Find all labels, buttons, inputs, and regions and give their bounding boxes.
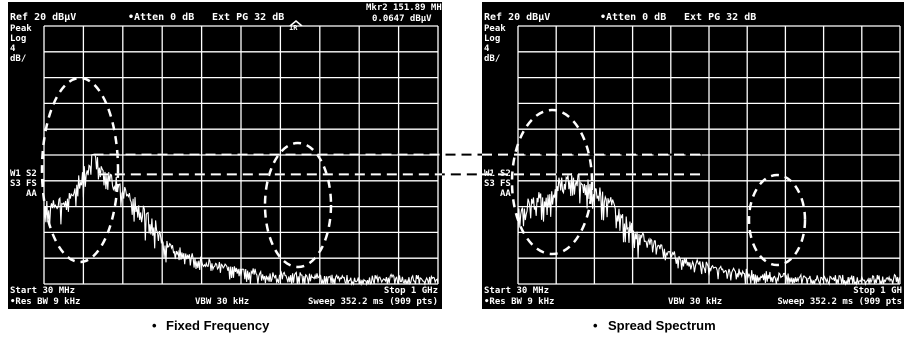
trace-line	[517, 173, 901, 286]
spectrum-trace	[43, 154, 439, 287]
video-bandwidth: VBW 30 kHz	[195, 297, 249, 307]
scale-value-label: 4	[484, 44, 490, 54]
scale-unit-label: dB/	[10, 54, 26, 64]
marker-icon	[289, 20, 303, 27]
attenuation: •Atten 0 dB	[128, 12, 194, 23]
highlight-ellipse	[40, 76, 120, 264]
highlight-ellipse	[747, 173, 807, 267]
caption-bullet-left: •	[152, 318, 157, 333]
trace-label-s3: S3	[10, 179, 21, 189]
marker-frequency: 151.89 MHz	[393, 3, 447, 13]
video-bandwidth: VBW 30 kHz	[668, 297, 722, 307]
highlight-ellipses	[40, 76, 333, 269]
peak-comparison-lines	[93, 153, 702, 176]
trace-label-fs: FS	[500, 179, 511, 189]
highlight-ellipse	[263, 141, 333, 269]
scale-unit-label: dB/	[484, 54, 500, 64]
ext-pg: Ext PG 32 dB	[212, 12, 284, 23]
stop-frequency: Stop 1 GH	[853, 286, 902, 296]
trace-label-s3: S3	[484, 179, 495, 189]
marker-label: Mkr2	[366, 3, 388, 13]
trace-line	[43, 154, 439, 287]
highlight-ellipse	[510, 108, 594, 256]
detector-label: Peak	[484, 24, 506, 34]
start-frequency: Start 30 MHz	[484, 286, 549, 296]
scale-value-label: 4	[10, 44, 16, 54]
highlight-ellipses	[510, 108, 807, 267]
scale-type-label: Log	[484, 34, 500, 44]
caption-fixed-frequency: Fixed Frequency	[166, 318, 270, 333]
attenuation: •Atten 0 dB	[600, 12, 666, 23]
trace-label-s2: S2	[26, 169, 37, 179]
marker-amplitude: 0.0647 dBµV	[372, 14, 432, 24]
trace-label-fs: FS	[26, 179, 37, 189]
trace-label-w1: W1	[10, 169, 21, 179]
ref-level: Ref 20 dBµV	[10, 12, 76, 23]
trace-label-aa: AA	[26, 189, 37, 199]
stop-frequency: Stop 1 GHz	[384, 286, 438, 296]
scale-type-label: Log	[10, 34, 26, 44]
ext-pg: Ext PG 32 dB	[684, 12, 756, 23]
caption-bullet-right: •	[593, 318, 598, 333]
spectrum-trace	[517, 173, 901, 286]
ref-level: Ref 20 dBµV	[484, 12, 550, 23]
detector-label: Peak	[10, 24, 32, 34]
sweep-time: Sweep 352.2 ms (909 pts	[777, 297, 902, 307]
resolution-bandwidth: •Res BW 9 kHz	[484, 297, 554, 307]
resolution-bandwidth: •Res BW 9 kHz	[10, 297, 80, 307]
marker-tag: 1R	[289, 24, 298, 32]
start-frequency: Start 30 MHz	[10, 286, 75, 296]
caption-spread-spectrum: Spread Spectrum	[608, 318, 716, 333]
sweep-time: Sweep 352.2 ms (909 pts)	[308, 297, 438, 307]
trace-label-aa: AA	[500, 189, 511, 199]
